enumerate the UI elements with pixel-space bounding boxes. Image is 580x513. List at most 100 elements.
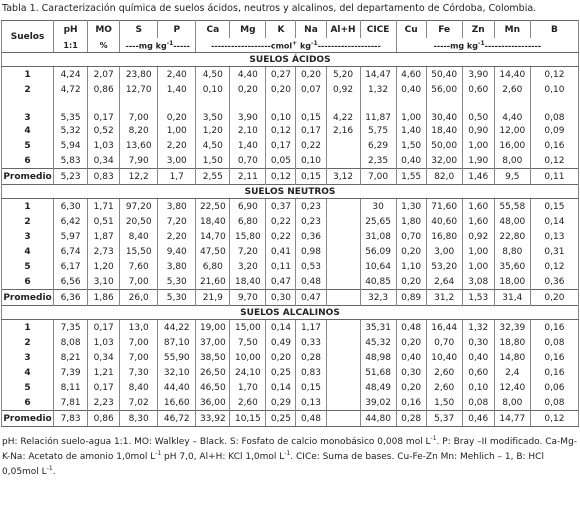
cell: 87,10	[157, 335, 197, 350]
cell: 7,50	[229, 335, 267, 350]
cell: 15,00	[229, 319, 267, 335]
row-label: Promedio	[0, 410, 55, 427]
cell: 5,30	[157, 289, 197, 306]
cell: 7,30	[119, 365, 159, 380]
cell: 48,98	[359, 350, 397, 365]
cell: 45,32	[359, 335, 397, 350]
cell: 5,32	[53, 123, 89, 138]
cell: 16,44	[425, 319, 463, 335]
cell: 1,55	[395, 168, 427, 185]
cell: 0,11	[265, 259, 297, 274]
superscript: -1	[166, 39, 174, 47]
cell: 0,36	[295, 229, 327, 244]
cell: 2,64	[425, 274, 463, 290]
cell: 18,40	[229, 274, 267, 290]
cell: 8,40	[119, 229, 159, 244]
cell: 0,60	[461, 82, 495, 97]
cell: 0,20	[395, 244, 427, 259]
cell: 1,00	[395, 97, 427, 123]
cell: 1,30	[395, 198, 427, 214]
cell: 55,90	[157, 350, 197, 365]
cell: 0,40	[395, 153, 427, 169]
cell: 18,40	[425, 123, 463, 138]
cell: 2,60	[493, 82, 531, 97]
cell: 2,20	[157, 229, 197, 244]
cell: 39,02	[359, 395, 397, 411]
cell: 4,50	[195, 138, 231, 153]
cell: 0,28	[395, 410, 427, 427]
column-header: K	[265, 20, 297, 38]
cell	[325, 244, 361, 259]
superscript: -1	[477, 39, 485, 47]
cell: 0,70	[395, 229, 427, 244]
column-header: pH	[53, 20, 89, 38]
data-row: 6 7,81 2,23 7,02 16,60 36,00 2,60 0,29 0,13 39,02…	[0, 395, 580, 411]
cell: 25,65	[359, 214, 397, 229]
cell: 0,33	[295, 335, 327, 350]
cell: 7,02	[119, 395, 159, 411]
cell: 6,74	[53, 244, 89, 259]
cell: 47,50	[195, 244, 231, 259]
cell: 0,20	[265, 82, 297, 97]
column-header: Cu	[395, 20, 427, 38]
cell: 0,15	[295, 97, 327, 123]
cell: 18,80	[493, 335, 531, 350]
cell: 0,16	[529, 365, 580, 380]
data-row: Promedio 6,36 1,86 26,0 5,30 21,9 9,70 0,30 0,47…	[0, 289, 580, 306]
cell: 0,15	[295, 168, 327, 185]
cell: 26,0	[119, 289, 159, 306]
row-label: 4	[0, 244, 55, 259]
cell: 14,80	[493, 350, 531, 365]
cell: 31,2	[425, 289, 463, 306]
cell: 2,16	[325, 123, 361, 138]
cell: 7,20	[229, 244, 267, 259]
data-row: 3 8,21 0,34 7,00 55,90 38,50 10,00 0,20 0,28 48,9…	[0, 350, 580, 365]
cell: 0,10	[195, 82, 231, 97]
cell: 0,20	[395, 335, 427, 350]
cell: 5,20	[325, 66, 361, 82]
cell: 1,46	[461, 168, 495, 185]
cell: 0,20	[157, 97, 197, 123]
cell: 32,39	[493, 319, 531, 335]
cell: 2,20	[157, 138, 197, 153]
cell	[325, 138, 361, 153]
data-row: 6 5,83 0,34 7,90 3,00 1,50 0,70 0,05 0,10 2,35 0,4…	[0, 153, 580, 169]
cell: 18,40	[195, 214, 231, 229]
cell: 0,92	[461, 229, 495, 244]
column-header: CICE	[359, 20, 397, 38]
cell: 0,10	[461, 380, 495, 395]
cell: 2,4	[493, 365, 531, 380]
cell: 0,30	[265, 289, 297, 306]
cell: 37,00	[195, 335, 231, 350]
cell: 97,20	[119, 198, 159, 214]
cell: 48,49	[359, 380, 397, 395]
cell: 8,40	[119, 380, 159, 395]
cell: 0,10	[529, 82, 580, 97]
cell: 0,22	[265, 214, 297, 229]
section: SUELOS ÁCIDOS 1 4,24 2,07 23,80 2,40 4,50 4,40 0…	[0, 52, 580, 185]
cell: 0,28	[295, 350, 327, 365]
table-header: Suelos pH MO S P Ca Mg K Na Al+H CICE Cu Fe Zn Mn B 1:1%…	[0, 20, 580, 53]
cell: 0,40	[395, 350, 427, 365]
cell: 0,41	[265, 244, 297, 259]
cell: 1,03	[87, 335, 121, 350]
cell: 0,16	[395, 395, 427, 411]
cell: 8,80	[493, 244, 531, 259]
cell: 3,00	[157, 153, 197, 169]
cell: 16,80	[425, 229, 463, 244]
unit-header: -----mg kg-1-----------------	[395, 38, 580, 53]
text-run: ------------------cmol	[211, 41, 293, 51]
cell: 0,17	[87, 319, 121, 335]
cell: 8,21	[53, 350, 89, 365]
cell: 3,08	[461, 274, 495, 290]
unit-header: 1:1	[53, 38, 89, 53]
cell: 9,40	[157, 244, 197, 259]
unit-header: ----mg kg-1-----	[119, 38, 197, 53]
cell: 0,12	[265, 168, 297, 185]
cell: 32,10	[157, 365, 197, 380]
row-label: 2	[0, 214, 55, 229]
cell: 0,60	[461, 365, 495, 380]
text-run: pH 7,0, Al+H: KCl 1,0mol L	[161, 452, 285, 462]
row-label: 3	[0, 350, 55, 365]
section-title: SUELOS ÁCIDOS	[1, 52, 579, 67]
